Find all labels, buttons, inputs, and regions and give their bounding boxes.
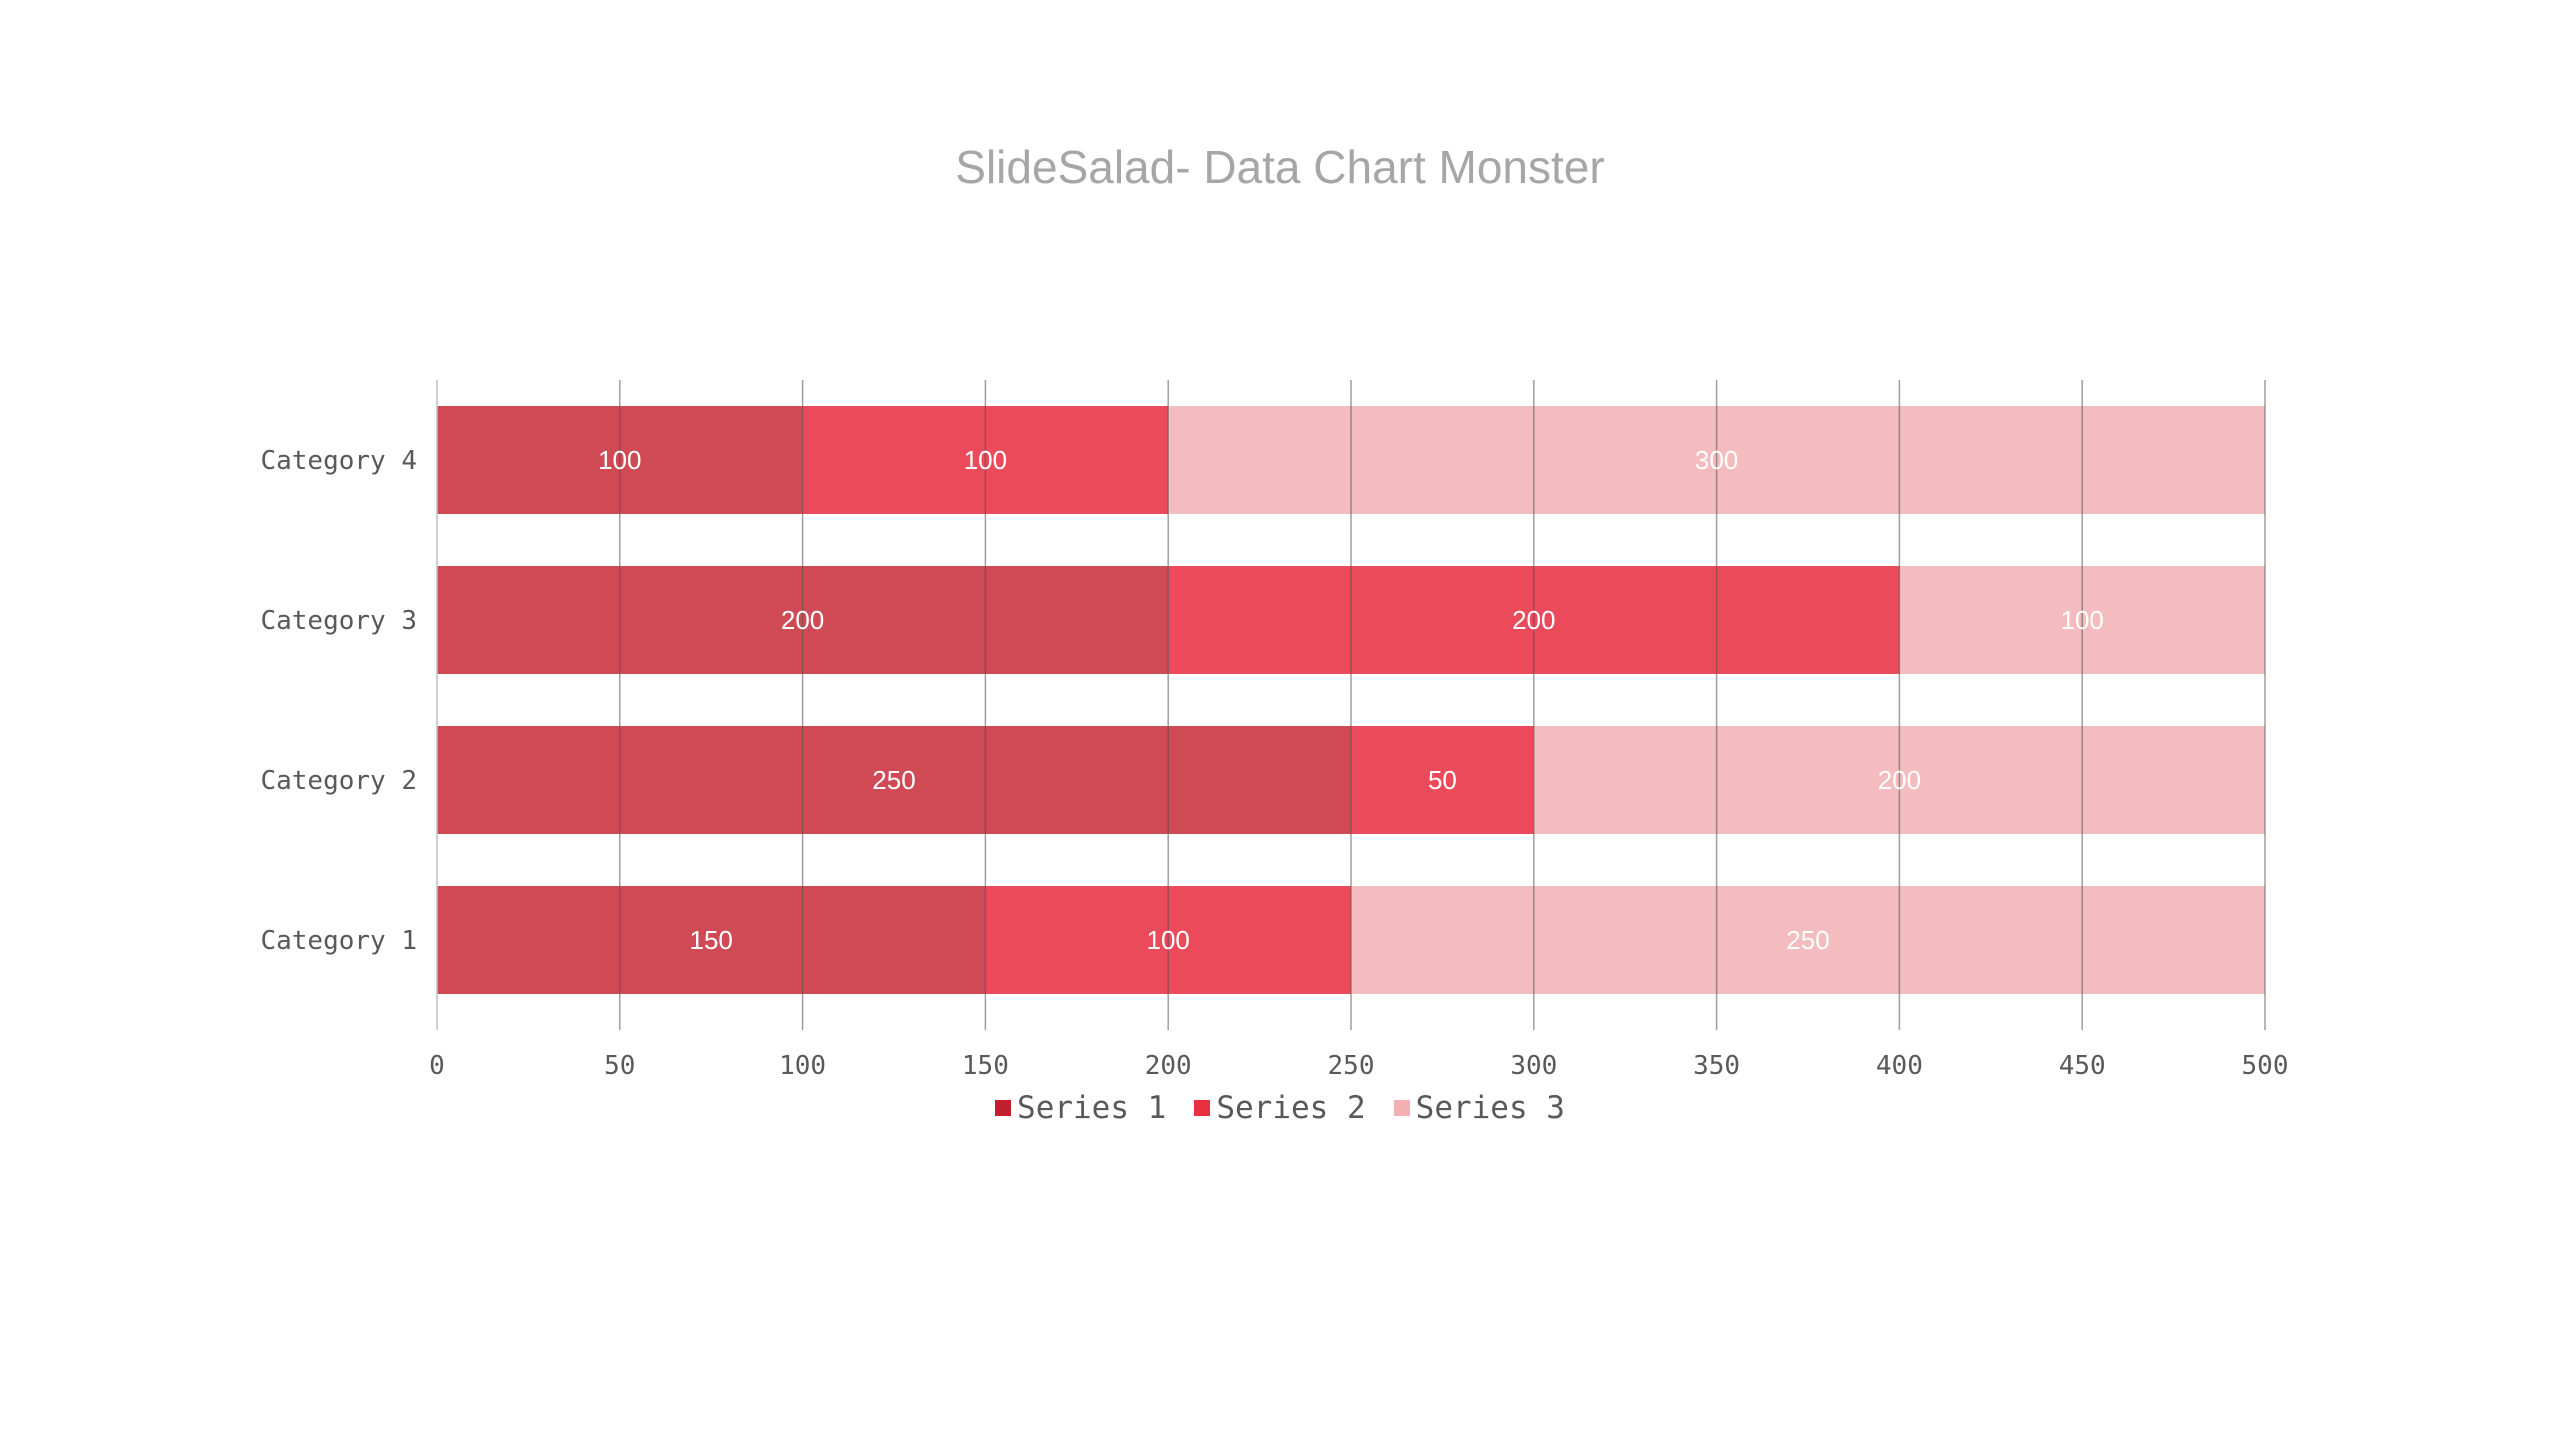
category-label-1: Category 1 <box>260 926 417 956</box>
data-label-series-2-category-3: 200 <box>1512 605 1555 635</box>
category-label-4: Category 4 <box>260 446 417 476</box>
data-label-series-2-category-4: 100 <box>964 445 1007 475</box>
chart-title: SlideSalad- Data Chart Monster <box>955 141 1605 193</box>
x-tick-label-100: 100 <box>779 1051 826 1081</box>
bar-series-1-category-1 <box>437 886 986 994</box>
legend-label-series-1: Series 1 <box>1017 1090 1167 1126</box>
x-tick-label-50: 50 <box>604 1051 635 1081</box>
legend-label-series-2: Series 2 <box>1216 1090 1366 1126</box>
legend-item-series-1: Series 1 <box>995 1090 1166 1126</box>
bar-series-3-category-1 <box>1351 886 2265 994</box>
legend-label-series-3: Series 3 <box>1415 1090 1565 1126</box>
data-label-series-3-category-4: 300 <box>1695 445 1738 475</box>
data-label-series-1-category-3: 200 <box>781 605 824 635</box>
data-label-series-1-category-1: 150 <box>690 925 733 955</box>
bar-series-1-category-2 <box>437 726 1351 834</box>
legend-swatch-series-2 <box>1194 1100 1211 1116</box>
x-tick-label-350: 350 <box>1693 1051 1740 1081</box>
x-tick-label-400: 400 <box>1876 1051 1923 1081</box>
x-tick-label-500: 500 <box>2242 1051 2289 1081</box>
category-label-3: Category 3 <box>260 606 417 636</box>
gridlines-group <box>436 380 2266 1030</box>
data-label-series-1-category-4: 100 <box>598 445 641 475</box>
x-tick-label-150: 150 <box>962 1051 1009 1081</box>
x-tick-label-0: 0 <box>429 1051 445 1081</box>
chart-legend: Series 1 Series 2 Series 3 <box>0 1090 2560 1126</box>
data-label-series-2-category-2: 50 <box>1428 765 1457 795</box>
legend-swatch-series-1 <box>995 1100 1012 1116</box>
data-label-series-3-category-2: 200 <box>1878 765 1921 795</box>
x-tick-label-300: 300 <box>1510 1051 1557 1081</box>
x-tick-label-200: 200 <box>1145 1051 1192 1081</box>
category-label-2: Category 2 <box>260 766 417 796</box>
data-label-series-2-category-1: 100 <box>1147 925 1190 955</box>
data-labels-group: 150 100 250 250 50 200 200 200 100 100 100 300 <box>598 445 2104 955</box>
legend-item-series-2: Series 2 <box>1194 1090 1366 1126</box>
data-label-series-3-category-3: 100 <box>2061 605 2104 635</box>
x-tick-label-250: 250 <box>1328 1051 1375 1081</box>
data-label-series-1-category-2: 250 <box>872 765 915 795</box>
x-tick-label-450: 450 <box>2059 1051 2106 1081</box>
legend-swatch-series-3 <box>1393 1100 1410 1116</box>
bar-series-2-category-2 <box>1351 726 1534 834</box>
data-label-series-3-category-1: 250 <box>1786 925 1829 955</box>
legend-item-series-3: Series 3 <box>1393 1090 1565 1126</box>
